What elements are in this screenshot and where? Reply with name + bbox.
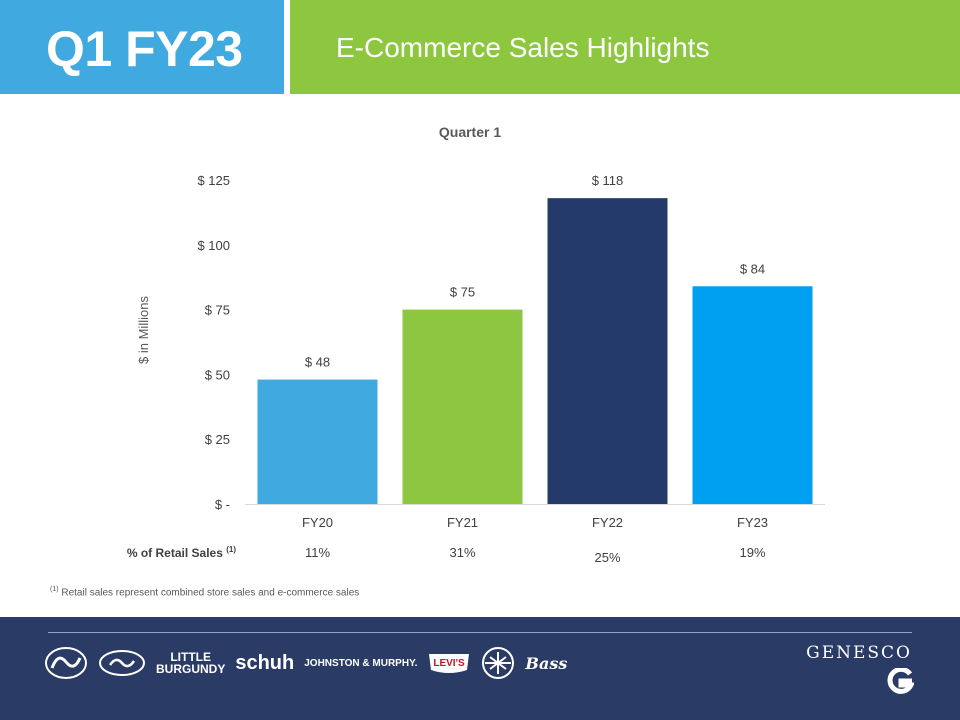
little-burgundy-line2: BURGUNDY: [156, 662, 226, 676]
data-label: $ 84: [740, 261, 765, 276]
retail-sales-footnote-marker: (1): [226, 545, 236, 554]
bar-fy22: [547, 198, 668, 505]
genesco-g-icon: [887, 668, 914, 694]
y-tick-label: $ -: [215, 497, 230, 512]
y-tick-label: $ 125: [197, 173, 230, 188]
footer-band: LITTLE BURGUNDY schuh JOHNSTON & MURPHY.…: [0, 617, 960, 720]
data-label: $ 48: [305, 355, 330, 370]
bar-fy23: [692, 286, 813, 504]
retail-percent-value: 11%: [305, 545, 330, 560]
brand-logos: LITTLE BURGUNDY schuh JOHNSTON & MURPHY.…: [44, 643, 577, 683]
footnote: (1) Retail sales represent combined stor…: [50, 586, 359, 598]
svg-text:LEVI'S: LEVI'S: [434, 658, 466, 669]
retail-percent-value: 25%: [594, 550, 620, 565]
little-burgundy-line1: LITTLE: [170, 650, 211, 664]
bar-fy20: [257, 379, 378, 504]
quarter-label: Q1 FY23: [46, 21, 243, 77]
dockers-logo-icon: [481, 646, 515, 680]
ecommerce-sales-bar-chart: Quarter 1 $ in Millions $ - $ 25 $ 50 $ 75 $ 1…: [127, 124, 825, 565]
header-left-block: [0, 0, 284, 94]
header-right-block: [290, 0, 960, 94]
journeys-kidz-logo-icon: [98, 648, 146, 678]
levis-logo-icon: LEVI'S: [427, 652, 471, 674]
data-label: $ 75: [450, 285, 475, 300]
header-divider: [284, 0, 290, 94]
x-tick-label: FY21: [447, 515, 478, 530]
johnston-murphy-logo: JOHNSTON & MURPHY.: [304, 657, 418, 669]
y-tick-label: $ 75: [205, 303, 230, 318]
retail-sales-row-label: % of Retail Sales (1): [127, 545, 236, 560]
bass-logo: Bass: [525, 653, 568, 673]
y-tick-label: $ 25: [205, 432, 230, 447]
genesco-wordmark: GENESCO: [806, 643, 912, 663]
y-axis-label: $ in Millions: [136, 296, 151, 364]
footnote-marker: (1): [50, 586, 59, 593]
schuh-logo: schuh: [235, 651, 295, 674]
chart-title: Quarter 1: [439, 124, 501, 140]
bar-fy21: [402, 309, 523, 504]
x-tick-label: FY23: [737, 515, 768, 530]
y-tick-label: $ 50: [205, 367, 230, 382]
x-tick-label: FY20: [302, 515, 333, 530]
retail-percent-value: 31%: [449, 545, 475, 560]
slide-title: E-Commerce Sales Highlights: [336, 32, 710, 63]
footer-divider-line: [48, 632, 912, 633]
data-label: $ 118: [592, 173, 624, 188]
journeys-logo-icon: [44, 646, 88, 680]
little-burgundy-logo: LITTLE BURGUNDY: [156, 651, 225, 675]
retail-sales-row-text: % of Retail Sales: [127, 546, 226, 560]
retail-percent-value: 19%: [739, 545, 765, 560]
x-tick-label: FY22: [592, 515, 623, 530]
footnote-text: Retail sales represent combined store sa…: [61, 587, 360, 599]
y-tick-label: $ 100: [197, 238, 230, 253]
